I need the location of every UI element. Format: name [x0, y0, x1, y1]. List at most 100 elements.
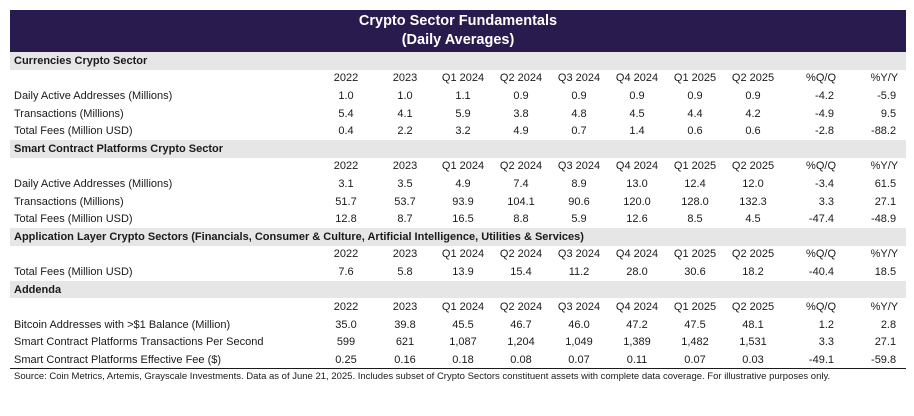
cell-value: 621 — [395, 336, 415, 349]
column-header: Q2 2025 — [731, 301, 775, 314]
cell-value: 0.6 — [687, 125, 703, 138]
column-header: Q1 2024 — [441, 301, 485, 314]
column-header: Q4 2024 — [615, 160, 659, 173]
fundamentals-table: Currencies Crypto Sector 2022 2023 Q1 2024 Q… — [10, 52, 907, 370]
cell-value: 1,087 — [449, 336, 477, 349]
cell-value: 8.7 — [397, 213, 413, 226]
cell-value: 0.9 — [687, 89, 703, 102]
section-title: Application Layer Crypto Sectors (Financ… — [10, 227, 907, 246]
column-header: Q1 2025 — [673, 301, 717, 314]
table-row: Total Fees (Million USD) 0.4 2.2 3.2 4.9 0.7 1… — [10, 122, 906, 140]
cell-value: 1,482 — [681, 336, 709, 349]
row-label: Transactions (Millions) — [14, 107, 124, 120]
column-header-row: 2022 2023 Q1 2024 Q2 2024 Q3 2024 Q4 2024 Q1 2… — [10, 70, 906, 88]
cell-value: 599 — [336, 336, 356, 349]
column-header: 2022 — [333, 160, 359, 173]
cell-value: 7.6 — [338, 265, 354, 278]
column-header-row: 2022 2023 Q1 2024 Q2 2024 Q3 2024 Q4 2024 Q1 2… — [10, 246, 906, 264]
cell-value: 1,389 — [623, 336, 651, 349]
cell-value: 132.3 — [739, 195, 767, 208]
column-header: Q2 2024 — [499, 160, 543, 173]
cell-value: 0.18 — [434, 351, 492, 370]
cell-value: 61.5 — [874, 177, 897, 190]
title-line-2: (Daily Averages) — [401, 32, 515, 48]
cell-value: 1.4 — [629, 125, 645, 138]
cell-value: 4.9 — [455, 177, 471, 190]
cell-value: 4.4 — [687, 107, 703, 120]
title-bar: Crypto Sector Fundamentals (Daily Averag… — [10, 10, 906, 52]
cell-value: -48.9 — [871, 213, 897, 226]
cell-value: 4.9 — [513, 125, 529, 138]
table-row: Daily Active Addresses (Millions) 3.1 3.5 4… — [10, 175, 906, 193]
cell-value: -4.9 — [815, 107, 834, 120]
table-row: Transactions (Millions) 51.7 53.7 93.9 104.1… — [10, 193, 906, 211]
cell-value: 1,531 — [739, 336, 767, 349]
column-header: %Y/Y — [870, 72, 899, 85]
cell-value: 93.9 — [452, 195, 474, 208]
cell-value: 0.9 — [629, 89, 645, 102]
column-header: 2023 — [392, 72, 418, 85]
cell-value: 8.9 — [571, 177, 587, 190]
cell-value: 90.6 — [568, 195, 590, 208]
cell-value: 2.8 — [880, 318, 897, 331]
row-label: Total Fees (Million USD) — [14, 213, 133, 226]
row-label: Bitcoin Addresses with >$1 Balance (Mill… — [14, 318, 231, 331]
column-header: Q2 2024 — [499, 248, 543, 261]
section-title: Currencies Crypto Sector — [10, 52, 907, 70]
cell-value: 3.1 — [338, 177, 354, 190]
cell-value: 48.1 — [742, 318, 764, 331]
cell-value: 12.6 — [626, 213, 648, 226]
column-header: Q2 2025 — [731, 248, 775, 261]
cell-value: 0.07 — [666, 351, 724, 370]
cell-value: 0.7 — [571, 125, 587, 138]
cell-value: 12.0 — [742, 177, 764, 190]
column-header: %Y/Y — [870, 160, 899, 173]
column-header: Q4 2024 — [615, 72, 659, 85]
cell-value: 1,204 — [507, 336, 535, 349]
cell-value: 4.8 — [571, 107, 587, 120]
column-header: %Y/Y — [870, 248, 899, 261]
cell-value: 1.2 — [818, 318, 834, 331]
column-header: %Q/Q — [806, 248, 836, 261]
cell-value: -47.4 — [808, 213, 834, 226]
cell-value: 1.1 — [455, 89, 471, 102]
column-header: 2023 — [392, 301, 418, 314]
cell-value: 4.5 — [745, 213, 761, 226]
column-header-row: 2022 2023 Q1 2024 Q2 2024 Q3 2024 Q4 2024 Q1 2… — [10, 158, 906, 176]
cell-value: 0.4 — [338, 125, 354, 138]
table-row: Smart Contract Platforms Effective Fee (… — [10, 351, 907, 370]
cell-value: 46.0 — [568, 318, 590, 331]
cell-value: 3.5 — [397, 177, 413, 190]
cell-value: 1.0 — [397, 89, 413, 102]
column-header: Q1 2025 — [673, 248, 717, 261]
cell-value: -40.4 — [808, 265, 834, 278]
cell-value: 3.3 — [818, 195, 834, 208]
section-header: Currencies Crypto Sector — [10, 52, 907, 70]
column-header: Q1 2024 — [441, 72, 485, 85]
cell-value: -3.4 — [815, 177, 834, 190]
cell-value: 1,049 — [565, 336, 593, 349]
column-header: %Q/Q — [806, 72, 836, 85]
cell-value: 9.5 — [880, 107, 897, 120]
table-row: Total Fees (Million USD) 12.8 8.7 16.5 8.8 5.… — [10, 210, 906, 228]
table-row: Bitcoin Addresses with >$1 Balance (Mill… — [10, 316, 906, 334]
cell-value: 5.9 — [571, 213, 587, 226]
cell-value: 4.1 — [397, 107, 413, 120]
column-header: Q1 2024 — [441, 160, 485, 173]
cell-value: 5.8 — [397, 265, 413, 278]
cell-value: 0.11 — [608, 351, 666, 370]
cell-value: 12.8 — [335, 213, 357, 226]
section-title: Addenda — [10, 280, 907, 299]
row-label: Smart Contract Platforms Transactions Pe… — [14, 336, 264, 349]
cell-value: 8.8 — [513, 213, 529, 226]
cell-value: 0.9 — [745, 89, 761, 102]
cell-value: 1.0 — [338, 89, 354, 102]
fundamentals-table-container: Crypto Sector Fundamentals (Daily Averag… — [10, 10, 907, 383]
column-header-row: 2022 2023 Q1 2024 Q2 2024 Q3 2024 Q4 2024 Q1 2… — [10, 298, 906, 316]
column-header: Q3 2024 — [557, 301, 601, 314]
cell-value: 3.3 — [818, 336, 834, 349]
cell-value: 0.9 — [571, 89, 587, 102]
row-label: Transactions (Millions) — [14, 195, 124, 208]
cell-value: 46.7 — [510, 318, 532, 331]
cell-value: 47.5 — [684, 318, 706, 331]
